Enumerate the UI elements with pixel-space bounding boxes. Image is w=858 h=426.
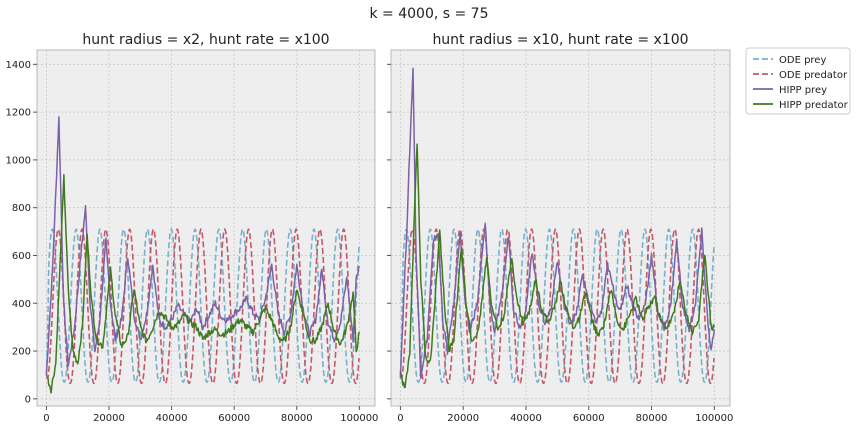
legend-box bbox=[745, 47, 851, 115]
plot-frame-left bbox=[36, 49, 376, 407]
legend-label-hipp-predator: HIPP predator bbox=[779, 100, 849, 111]
x-tick-label: 0 bbox=[43, 413, 49, 424]
series-right bbox=[399, 67, 716, 389]
series-hipp-predator bbox=[46, 173, 361, 394]
ticks-right: 0 20000 40000 60000 80000 100000 bbox=[387, 63, 733, 424]
y-tick-label: 400 bbox=[12, 299, 31, 310]
panel-right: 0 20000 40000 60000 80000 100000 hunt radius … bbox=[387, 32, 733, 424]
ticks-left: 0 20000 40000 60000 80000 100000 0 200 400 600 800… bbox=[6, 60, 379, 424]
y-tick-label: 200 bbox=[12, 347, 31, 358]
series-ode-predator bbox=[45, 227, 360, 385]
plot-area-right bbox=[391, 50, 730, 406]
x-tick-label: 20000 bbox=[93, 413, 125, 424]
x-tick-label: 40000 bbox=[510, 413, 542, 424]
x-tick-label: 80000 bbox=[281, 413, 313, 424]
x-tick-label: 100000 bbox=[340, 413, 378, 424]
panel-title-left: hunt radius = x2, hunt rate = x100 bbox=[82, 32, 329, 48]
x-tick-label: 100000 bbox=[695, 413, 733, 424]
plot-frame-right bbox=[390, 49, 731, 407]
x-tick-label: 40000 bbox=[156, 413, 188, 424]
y-tick-label: 1200 bbox=[6, 108, 31, 119]
panel-title-right: hunt radius = x10, hunt rate = x100 bbox=[432, 32, 688, 48]
panel-left: 0 20000 40000 60000 80000 100000 0 200 400 600 800… bbox=[6, 32, 379, 424]
series-hipp-prey bbox=[399, 67, 716, 380]
x-tick-label: 60000 bbox=[573, 413, 605, 424]
legend-label-hipp-prey: HIPP prey bbox=[779, 85, 827, 96]
plot-area-left bbox=[37, 50, 375, 406]
grid-left bbox=[37, 50, 375, 406]
y-tick-label: 800 bbox=[12, 203, 31, 214]
series-ode-prey bbox=[45, 227, 360, 384]
figure-title: k = 4000, s = 75 bbox=[369, 6, 488, 22]
series-left bbox=[45, 116, 361, 394]
y-tick-label: 1000 bbox=[6, 155, 31, 166]
x-tick-label: 60000 bbox=[218, 413, 250, 424]
legend: ODE prey ODE predator HIPP prey HIPP pre… bbox=[745, 47, 851, 115]
x-tick-label: 20000 bbox=[447, 413, 479, 424]
legend-label-ode-prey: ODE prey bbox=[779, 55, 826, 66]
series-hipp-prey bbox=[45, 116, 361, 376]
y-tick-label: 0 bbox=[25, 394, 31, 405]
series-ode-predator bbox=[399, 227, 715, 385]
y-tick-label: 1400 bbox=[6, 60, 31, 71]
x-tick-label: 80000 bbox=[636, 413, 668, 424]
series-hipp-predator bbox=[399, 143, 716, 389]
x-tick-label: 0 bbox=[397, 413, 403, 424]
y-tick-label: 600 bbox=[12, 251, 31, 262]
legend-label-ode-predator: ODE predator bbox=[779, 70, 848, 81]
series-ode-prey bbox=[399, 227, 715, 384]
